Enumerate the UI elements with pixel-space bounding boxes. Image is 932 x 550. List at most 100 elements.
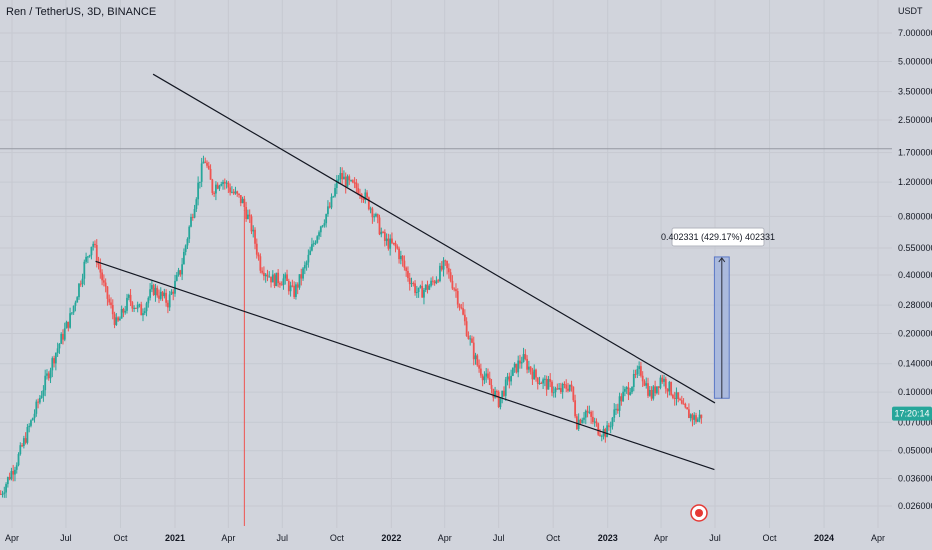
- candle-body: [111, 305, 114, 315]
- candle-body: [264, 274, 267, 277]
- candle-body: [142, 313, 144, 316]
- candle-body: [69, 313, 71, 328]
- candle-body: [453, 288, 456, 290]
- candle-body: [312, 243, 315, 245]
- candle-body: [536, 377, 539, 384]
- candle-body: [31, 418, 34, 421]
- candle-body: [30, 420, 32, 426]
- candle-body: [343, 176, 345, 180]
- candle-body: [88, 255, 91, 257]
- candle-body: [540, 382, 543, 384]
- candle-body: [684, 403, 687, 408]
- candle-body: [423, 289, 425, 298]
- candle-body: [24, 438, 27, 443]
- candle-body: [383, 232, 386, 241]
- x-tick-label: Oct: [546, 533, 561, 543]
- candle-body: [652, 386, 655, 399]
- trendlines[interactable]: [95, 73, 716, 471]
- candle-body: [287, 280, 290, 292]
- candle-body: [362, 198, 365, 200]
- y-tick-label: 0.800000: [898, 211, 932, 221]
- candle-body: [430, 280, 432, 286]
- candle-body: [238, 193, 240, 196]
- candle-body: [8, 477, 11, 480]
- candle-body: [291, 285, 294, 287]
- candle-body: [481, 375, 484, 381]
- candle-body: [145, 303, 148, 312]
- candle-body: [120, 308, 123, 319]
- candle-body: [62, 333, 64, 340]
- candle-body: [229, 187, 232, 193]
- candle-body: [462, 308, 464, 315]
- candle-body: [407, 271, 409, 279]
- candle-body: [492, 388, 495, 398]
- candle-body: [346, 176, 349, 187]
- candle-body: [316, 236, 319, 243]
- candle-body: [49, 370, 52, 379]
- candle-body: [679, 398, 681, 401]
- candle-body: [40, 395, 43, 398]
- candle-body: [623, 388, 626, 392]
- candle-body: [622, 391, 625, 402]
- candle-body: [581, 419, 584, 424]
- target-range[interactable]: 0.402331 (429.17%) 402331: [661, 227, 775, 399]
- candle-body: [351, 180, 354, 183]
- candle-body: [259, 256, 262, 271]
- candle-body: [140, 304, 143, 316]
- candle-body: [179, 270, 182, 275]
- candle-body: [369, 208, 372, 210]
- candle-body: [172, 291, 175, 294]
- candle-body: [56, 348, 59, 353]
- candle-body: [78, 283, 80, 298]
- candle-body: [158, 295, 160, 299]
- candle-body: [487, 373, 489, 379]
- x-tick-label: Apr: [5, 533, 19, 543]
- candle-body: [479, 368, 482, 376]
- candle-body: [159, 291, 162, 299]
- trendline-lower[interactable]: [95, 260, 715, 471]
- trendline-upper[interactable]: [152, 73, 716, 404]
- candle-body: [531, 371, 534, 380]
- candle-body: [440, 265, 443, 270]
- target-label-box: [671, 227, 765, 247]
- candle-body: [490, 385, 493, 389]
- candle-body: [271, 274, 274, 283]
- candle-body: [54, 352, 57, 364]
- candle-body: [293, 285, 296, 297]
- candle-body: [620, 396, 623, 402]
- candle-body: [181, 264, 184, 275]
- y-tick-label: 0.280000: [898, 300, 932, 310]
- candle-body: [609, 426, 612, 428]
- candle-body: [568, 384, 571, 391]
- candle-body: [398, 248, 400, 260]
- candle-body: [298, 274, 301, 288]
- price-tag: 17:20:14: [892, 406, 932, 421]
- candle-body: [380, 231, 383, 235]
- candle-body: [175, 274, 178, 281]
- candle-body: [417, 287, 420, 293]
- y-tick-label: 7.000000: [898, 28, 932, 38]
- candle-body: [195, 199, 198, 210]
- candle-body: [302, 268, 304, 279]
- x-tick-label: Jul: [277, 533, 289, 543]
- candle-body: [6, 477, 9, 485]
- candle-body: [314, 242, 317, 244]
- candle-body: [511, 367, 514, 376]
- candle-body: [113, 314, 116, 325]
- candle-body: [247, 214, 249, 219]
- candle-body: [38, 397, 41, 403]
- candle-body: [446, 260, 448, 269]
- candle-body: [357, 188, 360, 195]
- candle-body: [618, 396, 621, 411]
- candle-body: [654, 386, 657, 394]
- candle-body: [673, 397, 676, 399]
- candle-body: [286, 274, 288, 281]
- candle-body: [234, 191, 237, 194]
- candle-body: [26, 427, 29, 443]
- candle-body: [542, 379, 544, 384]
- candle-body: [524, 354, 527, 359]
- candle-body: [307, 254, 310, 263]
- candle-body: [21, 445, 23, 447]
